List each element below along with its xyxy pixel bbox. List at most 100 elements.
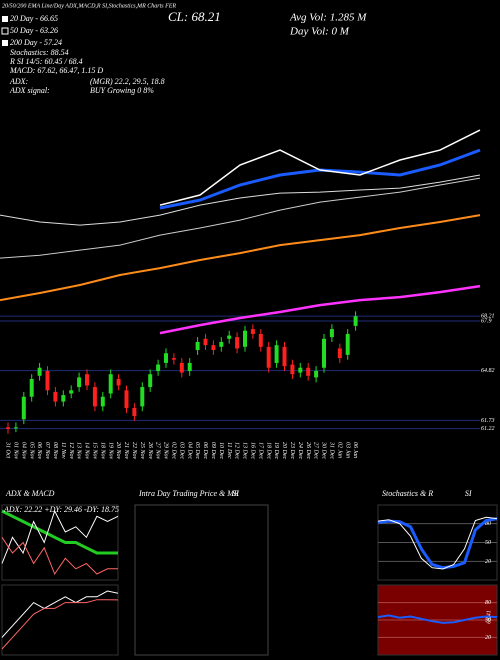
y-tick-label: 67.9: [481, 318, 492, 324]
day-volume: Day Vol: 0 M: [289, 26, 350, 38]
legend-entry: 50 Day - 63.26: [10, 26, 58, 35]
legend-entry: 200 Day - 57.24: [10, 38, 62, 47]
candle-body: [140, 387, 145, 407]
candle-body: [132, 408, 137, 417]
candle-body: [45, 370, 50, 391]
y-tick-label: 64.82: [481, 367, 495, 374]
panel-title: ADX & MACD: [5, 489, 55, 498]
x-tick-label: 27 Nov: [155, 442, 161, 460]
indicator-text: (MGR) 22.2, 29.5, 18.8: [90, 77, 165, 86]
x-tick-label: 24 Dec: [297, 442, 304, 459]
y-tick-label: 68.21: [481, 313, 495, 319]
candle-body: [195, 341, 200, 351]
x-tick-label: 18 Nov: [99, 442, 105, 460]
candle-body: [258, 333, 263, 347]
x-tick-label: 11 Nov: [60, 442, 66, 459]
series-line: [0, 174, 481, 226]
x-tick-label: 05 Dec: [194, 442, 200, 459]
candle-body: [211, 345, 216, 351]
x-tick-label: 14 Nov: [84, 442, 91, 460]
x-tick-label: 31 Dec: [329, 441, 335, 459]
candle-body: [179, 362, 184, 373]
close-price: CL: 68.21: [168, 9, 221, 24]
x-tick-label: 12 Dec: [234, 442, 240, 459]
candle-body: [116, 379, 121, 386]
panel-frame: [134, 504, 269, 656]
annotation: 68.41: [485, 610, 492, 624]
series-line: [1, 509, 118, 555]
candle-body: [100, 396, 105, 407]
x-tick-label: 12 Nov: [68, 442, 74, 460]
x-tick-label: 11 Dec: [226, 442, 232, 459]
candle-body: [148, 374, 153, 388]
avg-volume: Avg Vol: 1.285 M: [289, 12, 367, 24]
x-tick-label: 30 Dec: [321, 441, 327, 459]
x-tick-label: 05 Nov: [28, 442, 34, 460]
x-tick-label: 13 Nov: [76, 442, 82, 460]
x-tick-label: 21 Nov: [123, 442, 129, 460]
panel-frame: [1, 504, 119, 581]
candle-body: [227, 335, 232, 339]
panel-title: SI: [465, 489, 472, 498]
y-tick-label: 61.22: [481, 426, 495, 432]
y-tick-label: 50: [485, 617, 491, 623]
x-tick-label: 07 Nov: [44, 442, 50, 460]
x-tick-label: 03 Jan: [344, 442, 350, 458]
series-line: [159, 129, 481, 206]
panel-title: Intra Day Trading Price & MR: [138, 489, 239, 498]
y-tick-label: 20: [485, 559, 491, 565]
indicator-text: R SI 14/5: 60.45 / 68.4: [9, 57, 83, 66]
series-line: [1, 537, 118, 576]
legend-swatch: [2, 16, 8, 22]
candle-body: [290, 364, 295, 375]
x-tick-label: 15 Nov: [92, 442, 98, 460]
series-line: [0, 177, 481, 259]
candle-body: [37, 367, 42, 376]
candle-body: [53, 391, 58, 402]
y-tick-label: 20: [485, 635, 491, 641]
x-tick-label: 27 Dec: [313, 442, 319, 459]
x-tick-label: 10 Dec: [218, 442, 224, 459]
x-tick-label: 18 Dec: [265, 442, 271, 459]
candle-body: [274, 345, 279, 363]
panel-title: SI: [232, 489, 239, 498]
x-tick-label: 06 Jan: [352, 442, 358, 458]
panel-subtitle: ADX: 22.22 +DY: 29.46 -DY: 18.75: [3, 505, 119, 514]
candle-body: [353, 316, 358, 326]
x-tick-label: 13 Dec: [242, 442, 248, 459]
candle-body: [69, 390, 74, 394]
x-tick-label: 09 Dec: [210, 442, 216, 459]
candle-body: [29, 379, 34, 397]
x-tick-label: 26 Nov: [147, 442, 153, 460]
candle-body: [306, 367, 311, 376]
candle-body: [337, 348, 342, 359]
candle-body: [235, 337, 240, 349]
legend-swatch: [1, 27, 9, 35]
panel-title: Stochastics & R: [382, 489, 433, 498]
series-line: [0, 214, 481, 302]
legend-swatch: [2, 40, 8, 46]
x-tick-label: 20 Dec: [281, 442, 287, 459]
candle-body: [314, 370, 319, 378]
candle-body: [187, 362, 192, 371]
x-tick-label: 17 Dec: [257, 442, 263, 459]
x-tick-label: 04 Dec: [186, 442, 193, 459]
candle-body: [329, 329, 334, 338]
candle-body: [298, 367, 303, 373]
series-line: [377, 517, 498, 570]
y-tick-label: 61.73: [481, 418, 495, 424]
candle-body: [345, 333, 350, 355]
x-tick-label: 29 Nov: [163, 442, 169, 460]
series-line: [159, 148, 481, 210]
x-tick-label: 06 Dec: [202, 442, 208, 459]
x-tick-label: 04 Nov: [20, 442, 27, 460]
candle-body: [124, 390, 129, 409]
y-tick-label: 80: [485, 600, 491, 606]
candle-body: [156, 364, 161, 371]
x-tick-label: 22 Nov: [131, 442, 137, 460]
candle-body: [164, 353, 168, 363]
series-line: [377, 614, 498, 624]
y-tick-label: 50: [485, 540, 491, 546]
